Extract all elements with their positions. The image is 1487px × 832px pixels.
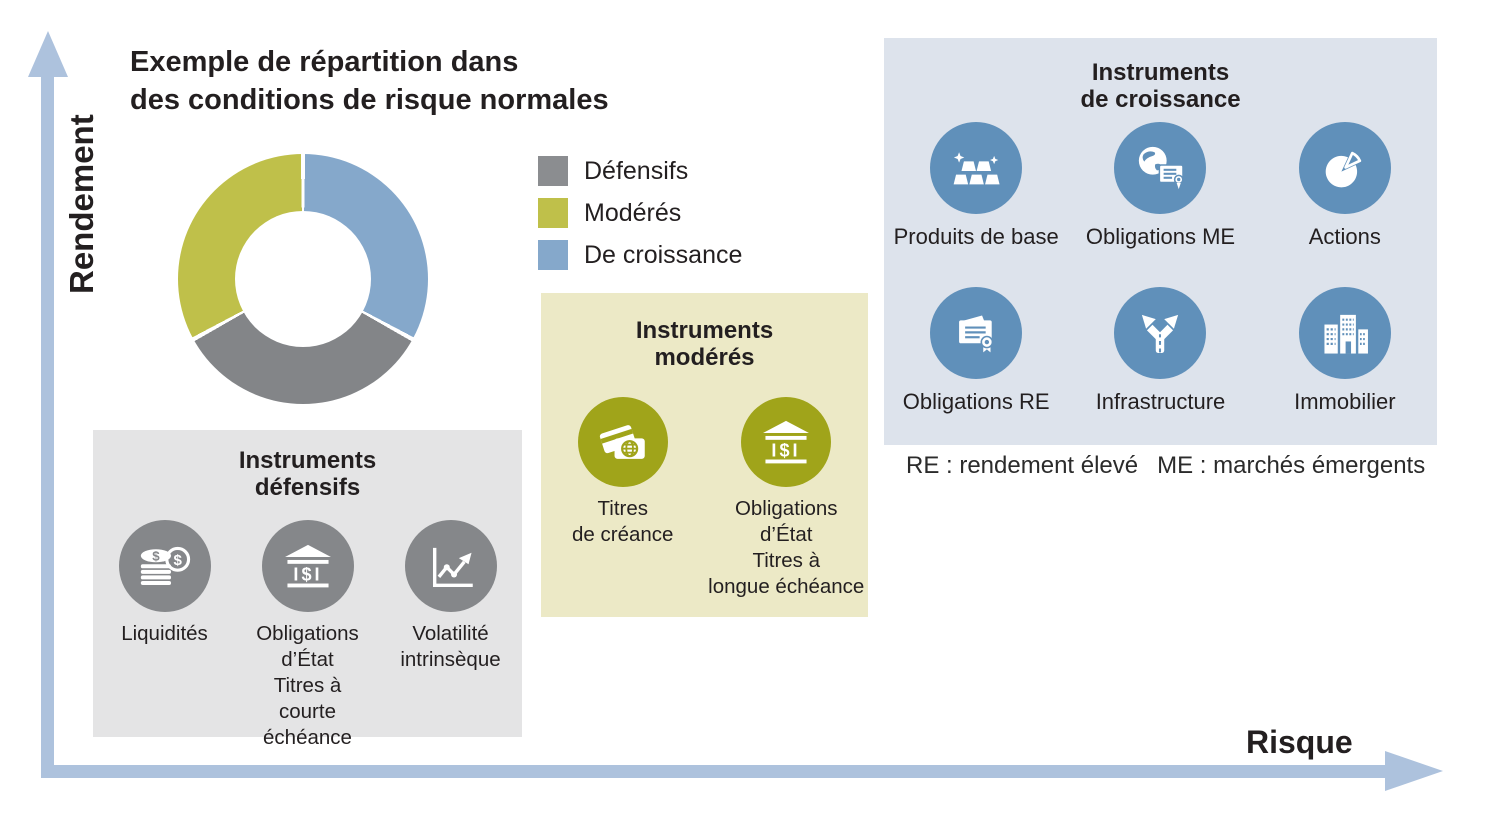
item-obligations-courte: I$I Obligations d’État Titres à courte é…	[236, 519, 379, 751]
abbreviations-note: RE : rendement élevé ME : marchés émerge…	[906, 452, 1425, 480]
road-fork-icon	[1142, 314, 1179, 353]
legend-swatch-croissance	[538, 240, 568, 270]
y-axis-line	[41, 70, 54, 778]
item-label-infrastructure: Infrastructure	[1095, 388, 1226, 414]
obligations-courte-icon-circle: I$I	[261, 519, 354, 612]
chart-title-line2: des conditions de risque normales	[130, 83, 609, 116]
moderate-items-row: Titres de créance I$I Obligations d’État…	[541, 396, 869, 600]
donut-chart-hole	[235, 211, 371, 347]
coins-icon: $ $	[140, 546, 190, 585]
infrastructure-icon-circle	[1114, 286, 1207, 379]
obligations-me-icon-circle	[1114, 121, 1207, 214]
legend-row-croissance: De croissance	[538, 240, 742, 270]
item-infrastructure: Infrastructure	[1068, 286, 1252, 416]
svg-text:$: $	[173, 552, 182, 569]
moderate-box-title: Instruments modérés	[541, 293, 868, 372]
item-label-immobilier: Immobilier	[1294, 388, 1396, 414]
x-axis-line	[41, 765, 1391, 778]
moderate-box-title-line2: modérés	[654, 344, 755, 372]
titres-creance-icon-circle	[577, 396, 668, 487]
growth-instruments-box: Instruments de croissance Produits de	[884, 38, 1437, 445]
liquidites-icon-circle: $ $	[118, 519, 211, 612]
item-immobilier: Immobilier	[1253, 286, 1437, 416]
item-label-titres-creance: Titres de créance	[572, 496, 674, 546]
item-label-obligations-re: Obligations RE	[902, 388, 1050, 414]
item-label-volatilite: Volatilité intrinsèque	[400, 621, 501, 671]
item-label-actions: Actions	[1308, 223, 1381, 249]
moderate-instruments-box: Instruments modérés	[541, 293, 868, 617]
bank-icon: I$I	[284, 544, 331, 588]
item-obligations-re: Obligations RE	[884, 286, 1068, 416]
item-obligations-longue: I$I Obligations d’État Titres à longue é…	[705, 396, 869, 600]
x-axis-label: Risque	[1246, 724, 1353, 760]
credit-cards-icon	[599, 424, 645, 459]
item-liquidites: $ $ Liquidités	[93, 519, 236, 647]
legend-row-defensifs: Défensifs	[538, 156, 742, 186]
item-titres-creance: Titres de créance	[541, 396, 705, 548]
growth-items-row-1: Produits de base	[884, 121, 1437, 251]
item-label-obligations-courte: Obligations d’État Titres à courte échéa…	[256, 621, 359, 749]
certificate-icon	[959, 315, 994, 352]
item-label-obligations-longue: Obligations d’État Titres à longue échéa…	[708, 496, 865, 598]
item-obligations-me: Obligations ME	[1068, 121, 1252, 251]
gold-bars-icon	[953, 152, 1000, 185]
y-axis-label: Rendement	[63, 114, 100, 294]
item-volatilite: Volatilité intrinsèque	[379, 519, 522, 673]
obligations-longue-icon-circle: I$I	[741, 396, 832, 487]
volatility-chart-icon	[432, 547, 473, 587]
chart-title-line1: Exemple de répartition dans	[130, 46, 519, 78]
legend-label-moderes: Modérés	[584, 198, 682, 227]
globe-certificate-icon	[1139, 146, 1185, 189]
item-label-liquidites: Liquidités	[121, 621, 208, 645]
volatilite-icon-circle	[404, 519, 497, 612]
defensive-box-title-line2: défensifs	[254, 474, 361, 502]
note-me: ME : marchés émergents	[1157, 452, 1426, 479]
moderate-box-title-line1: Instruments	[635, 317, 774, 344]
note-re: RE : rendement élevé	[906, 452, 1139, 479]
defensive-items-row: $ $ Liquidités I$I	[93, 519, 522, 751]
legend-row-moderes: Modérés	[538, 198, 742, 228]
buildings-icon	[1324, 314, 1368, 354]
growth-box-title-line2: de croissance	[1080, 86, 1241, 114]
item-produits-de-base: Produits de base	[884, 121, 1068, 251]
svg-text:I$I: I$I	[293, 564, 322, 584]
growth-box-title: Instruments de croissance	[884, 38, 1437, 114]
defensive-instruments-box: Instruments défensifs $ $ L	[93, 430, 522, 749]
legend-swatch-moderes	[538, 198, 568, 228]
bank-icon: I$I	[763, 420, 810, 464]
immobilier-icon-circle	[1298, 286, 1391, 379]
chart-legend: Défensifs Modérés De croissance	[538, 156, 742, 270]
item-actions: Actions	[1253, 121, 1437, 251]
svg-text:$: $	[152, 548, 160, 563]
pie-chart-icon	[1325, 151, 1362, 188]
legend-label-defensifs: Défensifs	[584, 156, 689, 185]
item-label-obligations-me: Obligations ME	[1085, 223, 1236, 249]
legend-swatch-defensifs	[538, 156, 568, 186]
chart-title: Exemple de répartition dans des conditio…	[130, 44, 609, 119]
defensive-box-title-line1: Instruments	[238, 447, 377, 474]
produits-base-icon-circle	[930, 121, 1023, 214]
growth-items-row-2: Obligations RE Infrastructure	[884, 286, 1437, 416]
svg-text:I$I: I$I	[772, 440, 801, 460]
y-axis-arrowhead-icon	[28, 31, 68, 77]
x-axis-arrowhead-icon	[1385, 751, 1443, 791]
actions-icon-circle	[1298, 121, 1391, 214]
legend-label-croissance: De croissance	[584, 240, 743, 269]
defensive-box-title: Instruments défensifs	[93, 430, 522, 502]
item-label-produits-de-base: Produits de base	[893, 223, 1059, 249]
obligations-re-icon-circle	[930, 286, 1023, 379]
growth-box-title-line1: Instruments	[1091, 59, 1230, 86]
